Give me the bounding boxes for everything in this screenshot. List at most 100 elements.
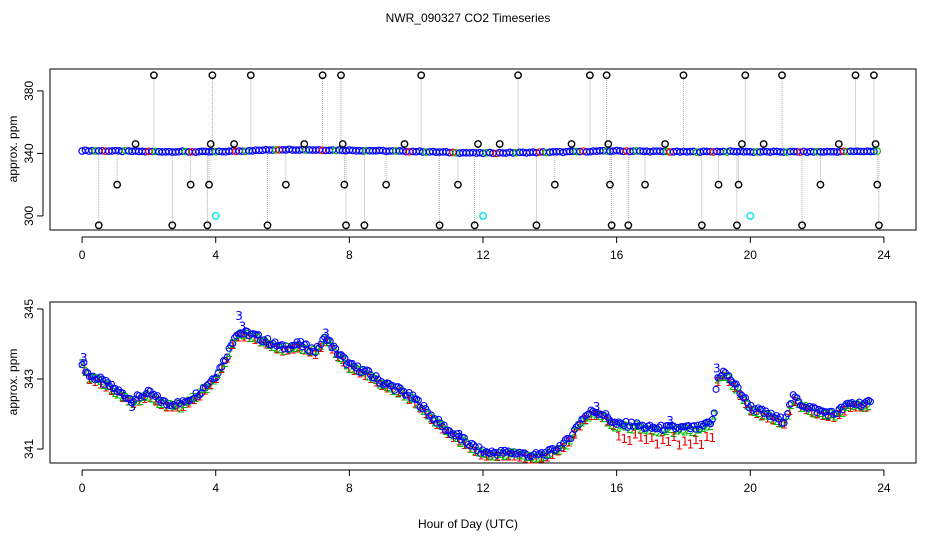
blue-marker — [433, 419, 441, 427]
green-marker: 2 — [780, 418, 788, 432]
text-marker-3: 3 — [322, 327, 330, 341]
green-marker: 2 — [170, 399, 178, 413]
green-marker: 2 — [479, 447, 487, 461]
red-marker: 1 — [626, 434, 634, 448]
green-marker: 2 — [468, 442, 476, 456]
text-marker-3: 3 — [235, 309, 243, 323]
red-marker: 1 — [808, 405, 816, 419]
blue-marker — [706, 420, 715, 428]
green-marker: 2 — [655, 425, 663, 439]
blue-marker — [774, 415, 783, 423]
green-marker: 2 — [795, 397, 803, 411]
blue-marker — [857, 402, 865, 410]
top-plot-frame — [49, 68, 917, 231]
blue-marker — [782, 413, 790, 421]
green-marker: 2 — [494, 450, 502, 464]
red-marker: 1 — [714, 375, 722, 389]
spike-point — [168, 221, 177, 230]
green-marker: 2 — [347, 362, 355, 376]
bottom-x-axis: 0 4 8 12 16 20 24 — [79, 469, 891, 495]
red-marker: 1 — [345, 361, 353, 375]
green-marker: 2 — [534, 452, 542, 466]
blue-marker — [690, 422, 698, 430]
bottom-panel: 2122121221212212122121221212212122121221… — [6, 299, 917, 495]
blue-marker — [435, 415, 443, 423]
top-y-axis-label: approx. ppm — [6, 116, 20, 183]
red-marker: 1 — [742, 397, 750, 411]
blue-marker — [811, 404, 819, 412]
green-marker: 2 — [438, 419, 446, 433]
blue-marker — [264, 334, 272, 343]
green-marker: 2 — [692, 426, 700, 440]
spike-point — [263, 221, 272, 230]
red-marker: 1 — [841, 404, 849, 418]
red-marker: 1 — [179, 400, 187, 414]
blue-marker — [835, 405, 843, 413]
blue-marker — [212, 374, 220, 382]
blue-marker — [168, 402, 176, 410]
red-marker: 1 — [846, 401, 854, 415]
green-marker: 2 — [688, 425, 696, 439]
top-panel: 0 4 8 12 16 20 24 300 340 380 approx. ppm — [6, 68, 917, 262]
red-marker: 1 — [819, 409, 827, 423]
red-marker: 1 — [560, 441, 568, 455]
red-marker: 1 — [659, 433, 667, 447]
blue-marker — [716, 374, 724, 382]
blue-marker — [708, 415, 716, 424]
top-x-tick-label: 4 — [212, 248, 219, 262]
blue-marker — [589, 407, 597, 415]
green-marker: 2 — [560, 438, 568, 452]
red-marker: 1 — [587, 409, 595, 423]
bottom-x-tick-label: 4 — [212, 481, 219, 495]
bottom-x-tick-label: 0 — [79, 481, 86, 495]
blue-marker — [451, 432, 459, 440]
spike-point — [131, 140, 140, 148]
red-marker: 1 — [466, 441, 474, 455]
blue-marker — [210, 375, 218, 383]
red-marker: 1 — [675, 438, 683, 452]
spike-point — [206, 140, 215, 148]
spike-point — [337, 71, 345, 80]
green-marker: 2 — [200, 382, 208, 396]
blue-marker — [365, 367, 373, 375]
green-marker: 2 — [328, 340, 336, 354]
red-marker: 1 — [604, 415, 612, 429]
green-marker: 2 — [699, 421, 707, 435]
blue-marker — [736, 390, 744, 398]
green-marker: 2 — [122, 391, 130, 405]
green-marker: 2 — [177, 401, 185, 415]
spike-point — [340, 180, 349, 189]
green-marker: 2 — [317, 339, 325, 353]
spike-point — [300, 140, 309, 148]
blue-marker — [468, 439, 476, 447]
blue-marker — [194, 393, 202, 401]
cyan-point — [479, 212, 487, 220]
spike-point — [606, 180, 614, 189]
top-y-tick-label: 340 — [22, 143, 36, 163]
blue-marker — [543, 452, 551, 460]
blue-marker — [354, 362, 362, 370]
spike-point — [186, 180, 195, 189]
green-marker: 2 — [824, 409, 832, 423]
red-marker: 1 — [97, 377, 105, 391]
green-marker: 2 — [280, 344, 288, 358]
green-marker: 2 — [144, 390, 152, 404]
green-marker: 2 — [806, 404, 814, 418]
green-marker: 2 — [644, 423, 652, 437]
spike-point — [474, 140, 482, 148]
red-marker: 1 — [824, 410, 832, 424]
green-marker: 2 — [471, 445, 479, 459]
blue-marker — [460, 434, 468, 442]
blue-marker — [479, 446, 487, 454]
spike-point — [798, 221, 806, 230]
green-marker: 2 — [262, 336, 270, 350]
green-marker: 2 — [273, 342, 281, 356]
green-marker: 2 — [799, 401, 807, 415]
blue-marker — [559, 439, 568, 447]
green-marker: 2 — [810, 406, 818, 420]
green-marker: 2 — [593, 409, 601, 423]
spike-point — [514, 71, 522, 80]
blue-marker — [866, 398, 874, 406]
text-marker-3: 3 — [593, 400, 601, 414]
red-marker: 1 — [135, 394, 143, 408]
